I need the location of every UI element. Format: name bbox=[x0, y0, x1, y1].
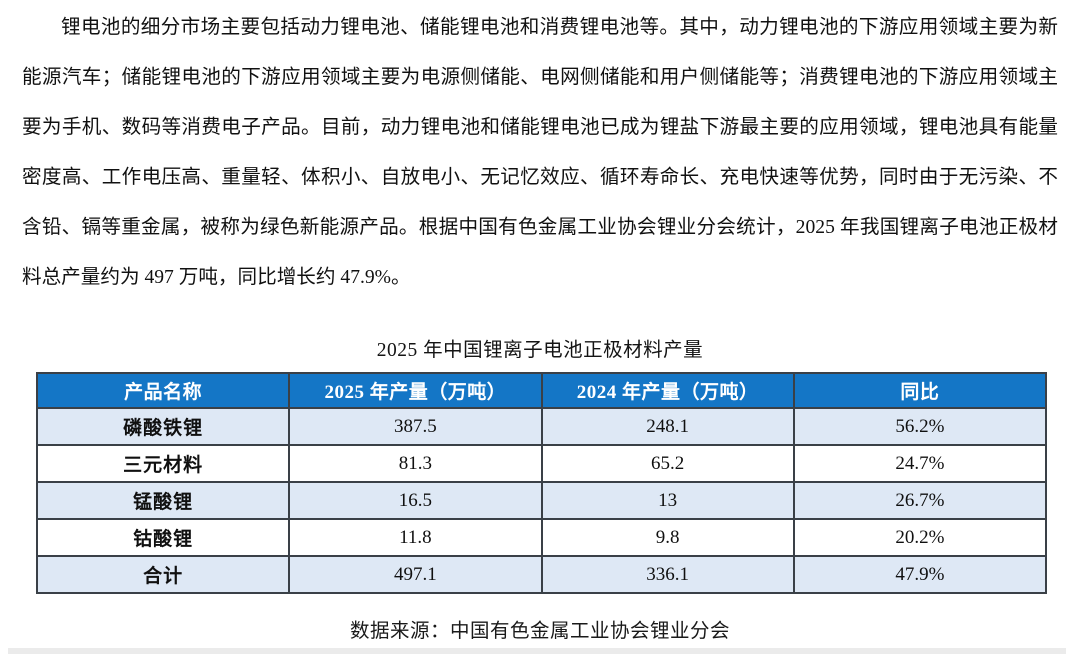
product-name-cell: 钴酸锂 bbox=[35, 518, 291, 557]
output-2024-cell: 9.8 bbox=[540, 518, 795, 557]
table-row-total: 合计 497.1 336.1 47.9% bbox=[35, 555, 1048, 594]
header-cell-2024-output: 2024 年产量（万吨） bbox=[540, 372, 795, 409]
output-2024-cell: 65.2 bbox=[540, 444, 795, 483]
product-name-cell: 锰酸锂 bbox=[35, 481, 291, 520]
output-2024-cell: 248.1 bbox=[540, 407, 795, 446]
output-2025-cell: 16.5 bbox=[288, 481, 543, 520]
table-title: 2025 年中国锂离子电池正极材料产量 bbox=[376, 340, 704, 361]
yoy-cell: 20.2% bbox=[792, 518, 1048, 557]
data-source-note: 数据来源：中国有色金属工业协会锂业分会 bbox=[349, 621, 730, 642]
header-cell-2025-output: 2025 年产量（万吨） bbox=[288, 372, 543, 409]
product-name-cell: 三元材料 bbox=[35, 444, 291, 483]
table-row: 锰酸锂 16.5 13 26.7% bbox=[35, 481, 1048, 520]
page-bottom-divider bbox=[8, 648, 1066, 654]
output-2025-cell: 81.3 bbox=[288, 444, 543, 483]
header-cell-product-name: 产品名称 bbox=[35, 372, 291, 409]
yoy-cell: 26.7% bbox=[792, 481, 1048, 520]
table-header-row: 产品名称 2025 年产量（万吨） 2024 年产量（万吨） 同比 bbox=[35, 372, 1048, 409]
yoy-cell: 56.2% bbox=[792, 407, 1048, 446]
yoy-cell: 24.7% bbox=[792, 444, 1048, 483]
table-row: 磷酸铁锂 387.5 248.1 56.2% bbox=[35, 407, 1048, 446]
table-row: 钴酸锂 11.8 9.8 20.2% bbox=[35, 518, 1048, 557]
output-2025-cell: 387.5 bbox=[288, 407, 543, 446]
output-2024-cell: 13 bbox=[540, 481, 795, 520]
output-2025-cell: 497.1 bbox=[288, 555, 543, 594]
output-2025-cell: 11.8 bbox=[288, 518, 543, 557]
product-name-cell: 磷酸铁锂 bbox=[35, 407, 291, 446]
table-row: 三元材料 81.3 65.2 24.7% bbox=[35, 444, 1048, 483]
production-table: 产品名称 2025 年产量（万吨） 2024 年产量（万吨） 同比 磷酸铁锂 3… bbox=[35, 372, 1048, 594]
header-cell-yoy: 同比 bbox=[792, 372, 1048, 409]
yoy-cell: 47.9% bbox=[792, 555, 1048, 594]
product-name-cell: 合计 bbox=[35, 555, 291, 594]
output-2024-cell: 336.1 bbox=[540, 555, 795, 594]
body-paragraph: 锂电池的细分市场主要包括动力锂电池、储能锂电池和消费锂电池等。其中，动力锂电池的… bbox=[22, 17, 1058, 288]
